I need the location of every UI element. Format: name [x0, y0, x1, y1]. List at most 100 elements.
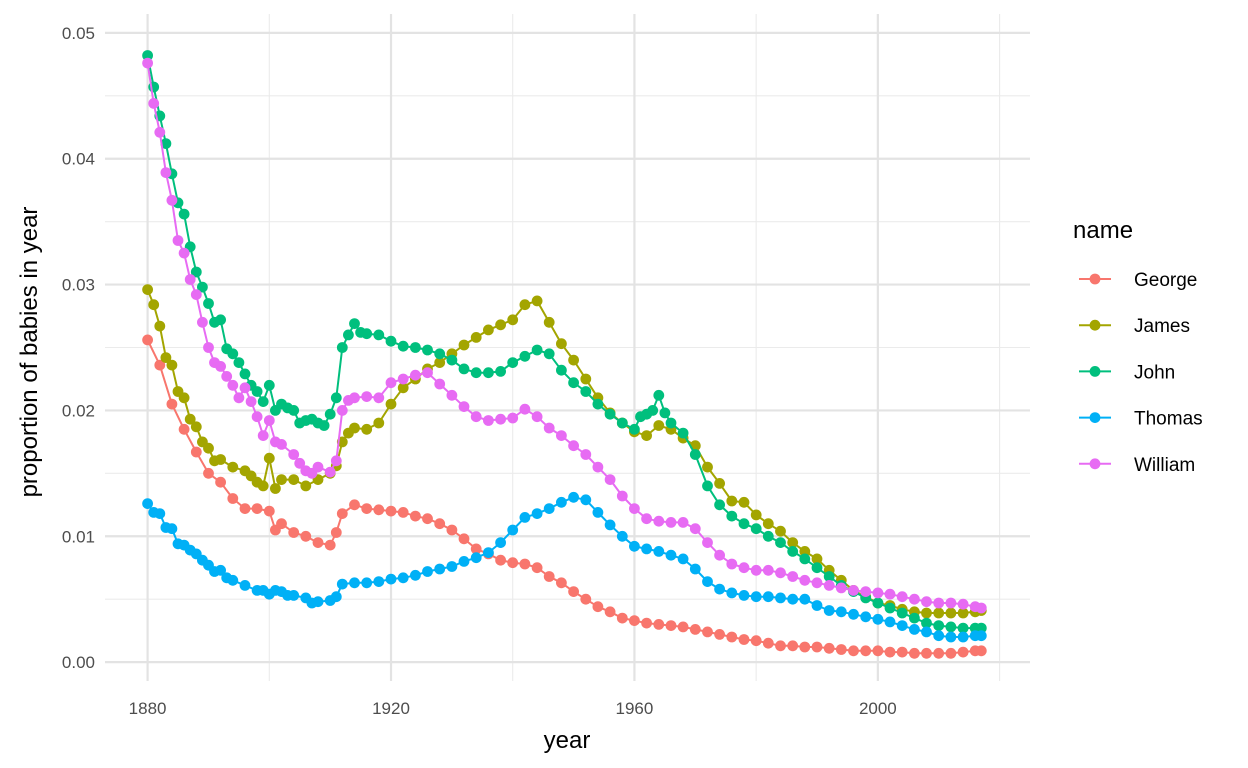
data-point-john	[689, 449, 701, 460]
data-point-george	[823, 642, 835, 654]
data-point-george	[324, 539, 336, 551]
data-point-thomas	[738, 590, 750, 601]
data-point-james	[470, 332, 482, 343]
data-point-george	[251, 503, 263, 514]
data-point-thomas	[385, 573, 397, 585]
data-point-william	[921, 596, 932, 608]
data-point-william	[385, 377, 397, 389]
data-point-john	[263, 379, 275, 391]
data-point-thomas	[860, 611, 872, 623]
data-point-william	[787, 571, 799, 582]
legend-item-william: William	[1079, 455, 1195, 476]
data-point-james	[458, 339, 470, 351]
y-tick-label: 0.01	[62, 527, 95, 546]
data-point-george	[215, 476, 227, 488]
data-point-james	[160, 352, 172, 363]
series-line-james	[146, 289, 982, 614]
data-point-john	[714, 499, 725, 511]
data-point-george	[909, 647, 920, 659]
legend-key-point-john	[1089, 366, 1101, 377]
data-point-james	[750, 509, 762, 521]
data-point-john	[483, 367, 494, 379]
data-point-william	[233, 392, 245, 404]
data-point-william	[336, 405, 348, 416]
data-point-george	[653, 619, 665, 630]
data-point-william	[495, 413, 506, 425]
data-point-james	[933, 607, 945, 619]
data-point-james	[653, 420, 665, 431]
data-point-george	[361, 503, 373, 514]
legend-title: name	[1073, 217, 1133, 244]
data-point-james	[190, 421, 202, 433]
data-point-thomas	[689, 563, 701, 575]
data-point-thomas	[166, 523, 178, 535]
data-point-john	[178, 208, 190, 220]
data-point-john	[507, 357, 519, 368]
data-point-thomas	[714, 583, 725, 595]
data-point-george	[373, 504, 385, 516]
data-point-john	[215, 314, 227, 326]
legend-key-point-thomas	[1089, 412, 1101, 423]
data-point-thomas	[921, 626, 932, 638]
data-point-john	[726, 510, 738, 522]
x-axis-tick-labels: 1880 1920 1960 2000	[129, 699, 897, 718]
data-point-thomas	[848, 608, 859, 620]
data-point-george	[580, 593, 592, 605]
data-point-george	[702, 626, 713, 638]
data-point-george	[330, 527, 342, 538]
data-point-william	[714, 549, 725, 561]
data-point-george	[738, 634, 750, 645]
data-point-george	[556, 577, 567, 589]
data-point-george	[300, 530, 312, 542]
data-point-james	[799, 546, 811, 557]
data-point-william	[762, 564, 774, 576]
data-point-thomas	[592, 507, 604, 518]
data-point-william	[160, 167, 172, 179]
data-point-william	[933, 597, 945, 609]
data-point-thomas	[397, 572, 409, 584]
series-george	[142, 334, 987, 659]
data-point-john	[458, 363, 470, 375]
data-point-john	[568, 377, 579, 389]
data-point-william	[184, 274, 196, 285]
data-point-george	[470, 543, 482, 555]
data-point-thomas	[957, 631, 969, 643]
data-point-james	[184, 413, 196, 425]
data-point-james	[349, 422, 360, 434]
data-point-william	[945, 597, 957, 609]
data-point-john	[470, 367, 482, 379]
data-point-james	[483, 324, 494, 336]
data-point-george	[616, 612, 628, 624]
data-point-thomas	[507, 524, 519, 536]
legend-key-point-james	[1089, 319, 1101, 331]
data-point-william	[148, 98, 160, 109]
data-point-george	[495, 554, 506, 566]
data-point-george	[860, 645, 872, 657]
data-point-william	[434, 378, 446, 390]
data-point-james	[957, 607, 969, 619]
data-point-john	[896, 607, 908, 619]
data-point-george	[775, 640, 786, 652]
data-point-thomas	[835, 606, 847, 618]
data-point-george	[178, 423, 190, 435]
y-tick-label: 0.03	[62, 276, 95, 295]
data-point-thomas	[531, 508, 543, 519]
data-point-john	[884, 602, 896, 614]
data-point-james	[811, 553, 823, 565]
data-point-william	[312, 461, 324, 473]
data-point-john	[531, 344, 543, 356]
data-point-william	[257, 430, 269, 441]
data-point-william	[616, 490, 628, 502]
data-point-john	[556, 364, 567, 376]
data-point-thomas	[945, 631, 957, 643]
data-point-thomas	[799, 593, 811, 605]
data-point-john	[330, 392, 342, 404]
data-point-thomas	[653, 546, 665, 557]
data-point-john	[239, 368, 251, 380]
data-point-james	[300, 480, 312, 492]
data-point-thomas	[641, 543, 652, 555]
data-point-george	[726, 631, 738, 643]
data-point-john	[629, 423, 640, 435]
data-point-william	[276, 439, 287, 450]
data-point-george	[957, 646, 969, 658]
